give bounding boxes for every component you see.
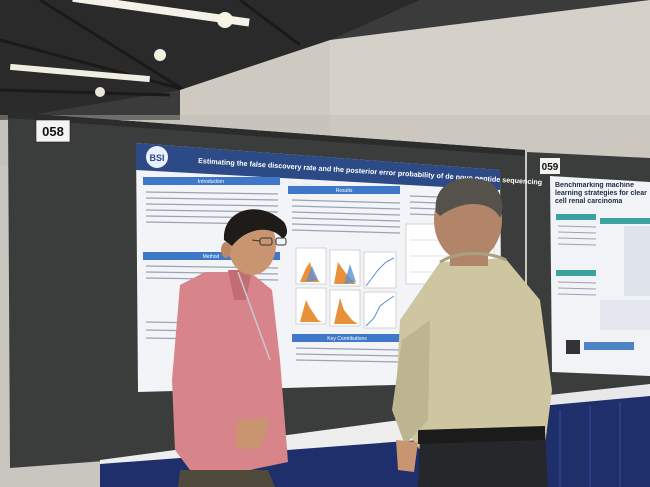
ceiling-dark bbox=[0, 0, 420, 120]
poster-section-results: Results bbox=[336, 188, 353, 194]
poster-section-introduction: Introduction bbox=[198, 179, 224, 185]
person-right bbox=[392, 178, 552, 487]
person-left bbox=[172, 209, 288, 487]
poster-logo: BSI bbox=[149, 153, 164, 163]
booth-number-058: 058 bbox=[42, 124, 64, 139]
ceiling-lights bbox=[10, 0, 250, 97]
booth-number-059: 059 bbox=[542, 162, 559, 173]
booth-number-card-058 bbox=[35, 119, 71, 143]
poster-section-method: Method bbox=[203, 254, 220, 260]
qr-code bbox=[566, 340, 580, 354]
back-wall bbox=[310, 0, 650, 170]
booth-number-card-059 bbox=[540, 158, 560, 174]
poster-right: Benchmarking machine learning strategies… bbox=[550, 176, 650, 376]
poster-right-title: Benchmarking machine learning strategies… bbox=[555, 182, 647, 205]
poster-section-key: Key Contributions bbox=[327, 336, 367, 342]
